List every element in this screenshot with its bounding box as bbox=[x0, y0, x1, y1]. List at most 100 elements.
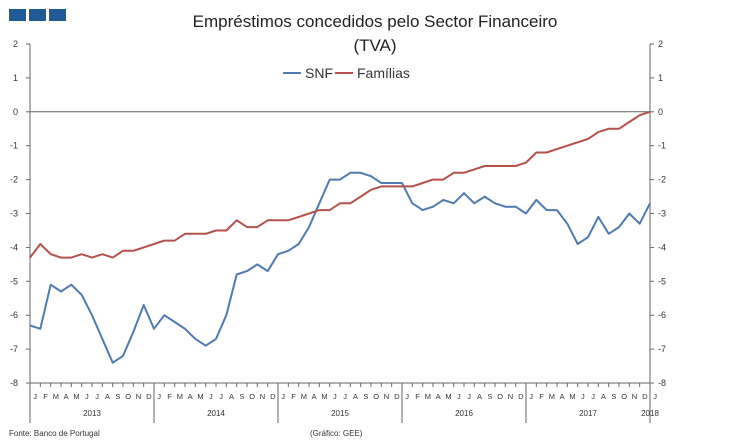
legend-label-snf: SNF bbox=[305, 65, 333, 81]
x-tick-label-month: M bbox=[73, 392, 79, 401]
logo-block-1 bbox=[9, 9, 26, 21]
x-tick-label-month: A bbox=[477, 392, 482, 401]
x-tick-label-year: 2018 bbox=[641, 409, 659, 418]
x-tick-label-month: J bbox=[405, 392, 409, 401]
x-tick-label-month: D bbox=[518, 392, 524, 401]
x-tick-label-month: M bbox=[425, 392, 431, 401]
x-tick-label-month: M bbox=[569, 392, 575, 401]
x-tick-label-month: O bbox=[125, 392, 131, 401]
x-tick-label-month: S bbox=[115, 392, 120, 401]
x-tick-label-month: F bbox=[415, 392, 420, 401]
x-tick-label-month: A bbox=[601, 392, 606, 401]
y-tick-label-left: -1 bbox=[10, 141, 18, 151]
y-tick-label-left: 2 bbox=[13, 39, 18, 49]
series-line-familias bbox=[29, 110, 651, 259]
y-tick-label-right: -7 bbox=[658, 344, 666, 354]
y-tick-label-left: -4 bbox=[10, 242, 18, 252]
y-tick-label-left: 1 bbox=[13, 73, 18, 83]
x-tick-label-month: A bbox=[64, 392, 69, 401]
x-tick-label-month: A bbox=[229, 392, 234, 401]
x-tick-label-month: M bbox=[177, 392, 183, 401]
x-tick-label-month: S bbox=[363, 392, 368, 401]
x-tick-label-month: M bbox=[321, 392, 327, 401]
y-tick-label-left: -7 bbox=[10, 344, 18, 354]
x-tick-label-month: J bbox=[33, 392, 37, 401]
x-tick-label-month: J bbox=[209, 392, 213, 401]
x-tick-label-month: N bbox=[384, 392, 389, 401]
x-tick-label-month: M bbox=[53, 392, 59, 401]
x-tick-label-month: A bbox=[105, 392, 110, 401]
x-tick-label-month: J bbox=[95, 392, 99, 401]
x-tick-label-month: J bbox=[457, 392, 461, 401]
x-tick-label-month: J bbox=[591, 392, 595, 401]
y-tick-label-left: -6 bbox=[10, 310, 18, 320]
x-tick-label-month: S bbox=[487, 392, 492, 401]
y-tick-label-right: -3 bbox=[658, 209, 666, 219]
x-tick-label-month: J bbox=[467, 392, 471, 401]
x-tick-label-month: M bbox=[549, 392, 555, 401]
x-tick-label-month: D bbox=[394, 392, 400, 401]
x-tick-label-month: J bbox=[219, 392, 223, 401]
x-tick-label-month: F bbox=[291, 392, 296, 401]
gee-logo bbox=[9, 9, 66, 21]
y-tick-label-right: -8 bbox=[658, 378, 666, 388]
y-tick-label-right: -4 bbox=[658, 242, 666, 252]
x-tick-label-month: M bbox=[445, 392, 451, 401]
chart-subtitle: (TVA) bbox=[353, 36, 397, 55]
y-tick-label-left: 0 bbox=[13, 107, 18, 117]
y-tick-label-left: -8 bbox=[10, 378, 18, 388]
x-tick-label-month: F bbox=[539, 392, 544, 401]
x-tick-label-year: 2014 bbox=[207, 409, 225, 418]
x-tick-label-month: A bbox=[353, 392, 358, 401]
footer-credit: (Gráfico: GEE) bbox=[310, 429, 363, 438]
y-tick-label-left: -2 bbox=[10, 175, 18, 185]
y-tick-label-right: -2 bbox=[658, 175, 666, 185]
y-tick-label-right: -5 bbox=[658, 276, 666, 286]
x-tick-label-month: D bbox=[270, 392, 276, 401]
y-tick-label-right: -6 bbox=[658, 310, 666, 320]
x-tick-label-month: J bbox=[333, 392, 337, 401]
series-line-snf bbox=[29, 171, 651, 364]
x-tick-label-month: O bbox=[621, 392, 627, 401]
x-tick-label-month: N bbox=[136, 392, 141, 401]
x-tick-label-month: F bbox=[43, 392, 48, 401]
chart-title-block: Empréstimos concedidos pelo Sector Finan… bbox=[0, 10, 750, 58]
x-tick-label-month: A bbox=[560, 392, 565, 401]
x-tick-label-month: J bbox=[343, 392, 347, 401]
x-tick-label-month: N bbox=[508, 392, 513, 401]
x-tick-label-year: 2017 bbox=[579, 409, 597, 418]
x-tick-label-year: 2016 bbox=[455, 409, 473, 418]
x-tick-label-month: A bbox=[436, 392, 441, 401]
x-tick-label-month: J bbox=[653, 392, 657, 401]
x-tick-label-month: N bbox=[632, 392, 637, 401]
logo-block-3 bbox=[49, 9, 66, 21]
y-tick-label-right: 2 bbox=[658, 39, 663, 49]
x-tick-label-month: J bbox=[85, 392, 89, 401]
x-tick-label-month: M bbox=[197, 392, 203, 401]
x-tick-label-month: O bbox=[249, 392, 255, 401]
chart-title: Empréstimos concedidos pelo Sector Finan… bbox=[192, 12, 558, 31]
x-tick-label-month: F bbox=[167, 392, 172, 401]
x-tick-label-month: D bbox=[146, 392, 152, 401]
x-tick-label-month: O bbox=[373, 392, 379, 401]
y-tick-label-left: -3 bbox=[10, 209, 18, 219]
x-tick-label-month: S bbox=[611, 392, 616, 401]
x-tick-label-year: 2015 bbox=[331, 409, 349, 418]
x-tick-label-month: S bbox=[239, 392, 244, 401]
x-tick-label-month: J bbox=[281, 392, 285, 401]
x-tick-label-month: O bbox=[497, 392, 503, 401]
x-tick-label-month: M bbox=[301, 392, 307, 401]
y-tick-label-right: 0 bbox=[658, 107, 663, 117]
x-tick-label-month: D bbox=[642, 392, 648, 401]
x-tick-label-month: N bbox=[260, 392, 265, 401]
y-tick-label-right: 1 bbox=[658, 73, 663, 83]
y-tick-label-right: -1 bbox=[658, 141, 666, 151]
x-tick-label-month: A bbox=[188, 392, 193, 401]
y-tick-label-left: -5 bbox=[10, 276, 18, 286]
x-tick-label-month: J bbox=[581, 392, 585, 401]
x-tick-label-year: 2013 bbox=[83, 409, 101, 418]
x-tick-label-month: J bbox=[157, 392, 161, 401]
x-tick-label-month: A bbox=[312, 392, 317, 401]
legend-label-familias: Famílias bbox=[357, 65, 410, 81]
